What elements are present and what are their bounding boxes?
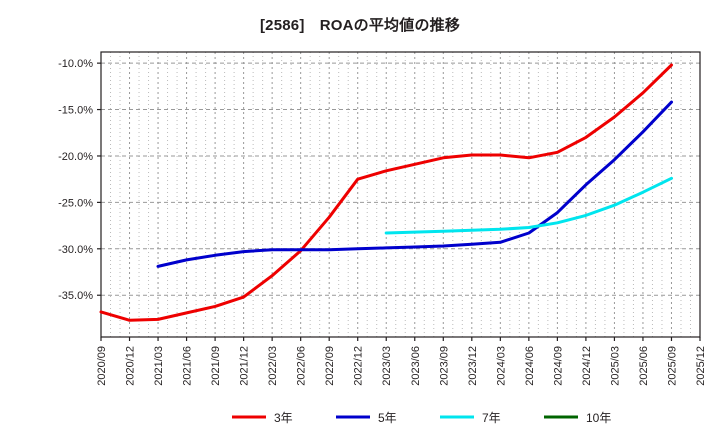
x-axis-tick-label: 2022/03	[267, 346, 279, 386]
x-axis-tick-label: 2025/09	[666, 346, 678, 386]
y-axis-tick-label: -15.0%	[58, 105, 93, 117]
x-axis-tick-label: 2021/09	[210, 346, 222, 386]
x-axis-tick-label: 2025/03	[609, 346, 621, 386]
x-axis-tick-label: 2025/06	[638, 346, 650, 386]
x-axis-tick-label: 2020/09	[96, 346, 108, 386]
series-line-3年	[99, 63, 673, 322]
y-axis-tick-marks	[97, 62, 101, 296]
y-axis-tick-label: -30.0%	[58, 244, 93, 256]
legend-label-3年: 3年	[274, 411, 293, 425]
x-axis-tick-label: 2024/12	[581, 346, 593, 386]
x-axis-tick-label: 2021/06	[182, 346, 194, 386]
data-series-lines	[99, 63, 673, 322]
x-axis-tick-label: 2021/03	[153, 346, 165, 386]
horizontal-gridlines	[101, 62, 700, 296]
x-axis-tick-label: 2023/03	[381, 346, 393, 386]
legend-label-10年: 10年	[586, 411, 611, 425]
series-line-7年	[384, 176, 673, 235]
x-axis-tick-label: 2024/09	[552, 346, 564, 386]
chart-legend: 3年 5年 7年 10年	[232, 411, 611, 425]
x-axis-tick-label: 2022/12	[353, 346, 365, 386]
x-axis-tick-label: 2024/06	[524, 346, 536, 386]
x-axis-tick-labels: 2020/09 2020/12 2021/03 2021/06 2021/09 2021/…	[96, 346, 707, 386]
x-axis-tick-label: 2025/12	[695, 346, 707, 386]
series-line-5年	[156, 100, 673, 268]
x-axis-tick-label: 2023/06	[410, 346, 422, 386]
plot-frame	[100, 51, 701, 338]
x-axis-tick-label: 2023/12	[467, 346, 479, 386]
legend-label-5年: 5年	[378, 411, 397, 425]
x-axis-tick-label: 2024/03	[495, 346, 507, 386]
x-axis-tick-label: 2021/12	[239, 346, 251, 386]
y-axis-tick-label: -35.0%	[58, 290, 93, 302]
minor-vertical-gridlines	[110, 52, 691, 337]
y-axis-tick-label: -25.0%	[58, 197, 93, 209]
y-axis-tick-label: -10.0%	[58, 58, 93, 70]
chart-title: [2586] ROAの平均値の推移	[259, 17, 461, 34]
x-axis-tick-label: 2023/09	[438, 346, 450, 386]
y-axis-tick-label: -20.0%	[58, 151, 93, 163]
major-vertical-gridlines	[100, 52, 701, 337]
x-axis-tick-label: 2022/06	[296, 346, 308, 386]
x-axis-tick-marks	[100, 337, 701, 341]
x-axis-tick-label: 2020/12	[125, 346, 137, 386]
x-axis-tick-label: 2022/09	[324, 346, 336, 386]
y-axis-tick-labels: -10.0% -15.0% -20.0% -25.0% -30.0% -35.0%	[58, 58, 93, 302]
legend-label-7年: 7年	[482, 411, 501, 425]
